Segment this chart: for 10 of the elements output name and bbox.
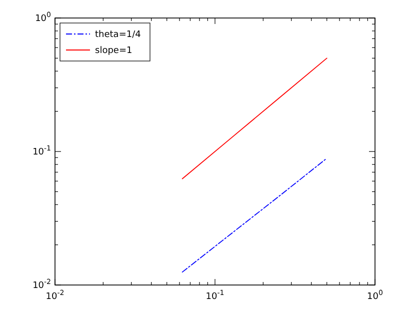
line-series	[182, 58, 328, 180]
legend-label: slope=1	[95, 46, 132, 56]
x-tick-label: 10$^{-1}$	[206, 289, 224, 302]
x-tick-label: 10$^{0}$	[367, 289, 383, 302]
y-tick-label: 10$^{-2}$	[32, 278, 51, 291]
y-tick-label: 10$^{-1}$	[32, 144, 51, 158]
line-series	[182, 158, 328, 273]
x-tick-label: 10$^{-2}$	[46, 289, 64, 302]
y-tick-label: 10$^{0}$	[35, 11, 51, 24]
legend-label: theta=1/4	[95, 30, 142, 40]
